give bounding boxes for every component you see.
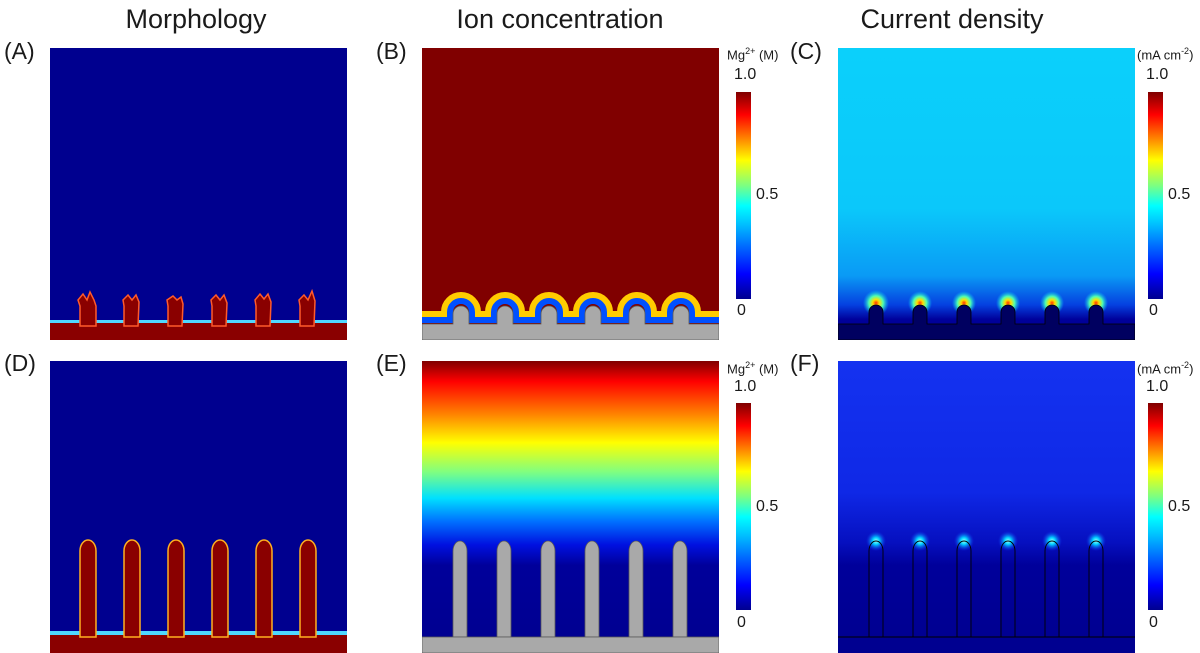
panel-b-ion-concentration-short [422, 48, 719, 340]
colorbar-c-tick-mid: 0.5 [1168, 186, 1191, 203]
panel-c-current-density-short [838, 48, 1135, 340]
panel-a-morphology-short [50, 48, 347, 340]
colorbar-e [736, 403, 751, 610]
colorbar-f-unit: (mA cm-2) [1137, 360, 1194, 377]
panel-label-f: (F) [790, 350, 820, 376]
colorbar-c [1148, 92, 1163, 299]
colorbar-b-unit: Mg2+ (M) [727, 46, 779, 63]
colorbar-f-tick-max: 1.0 [1146, 378, 1169, 395]
column-title-current-density: Current density [860, 4, 1044, 34]
panel-label-e: (E) [376, 350, 407, 376]
panel-d-morphology-long [50, 361, 347, 653]
column-title-morphology: Morphology [125, 4, 267, 34]
colorbar-e-tick-mid: 0.5 [756, 498, 779, 515]
colorbar-c-tick-min: 0 [1149, 302, 1158, 319]
colorbar-e-unit: Mg2+ (M) [727, 360, 779, 377]
column-title-ion-concentration: Ion concentration [456, 4, 664, 34]
colorbar-b [736, 92, 751, 299]
colorbar-b-tick-max: 1.0 [734, 66, 757, 83]
colorbar-b-tick-min: 0 [737, 302, 746, 319]
colorbar-e-tick-max: 1.0 [734, 378, 757, 395]
colorbar-b-tick-mid: 0.5 [756, 186, 779, 203]
panel-label-a: (A) [4, 38, 35, 64]
panel-label-c: (C) [790, 38, 822, 64]
colorbar-e-tick-min: 0 [737, 614, 746, 631]
panel-e-ion-concentration-long [422, 361, 719, 653]
colorbar-f [1148, 403, 1163, 610]
panel-label-d: (D) [4, 350, 36, 376]
colorbar-f-tick-min: 0 [1149, 614, 1158, 631]
panel-f-current-density-long [838, 361, 1135, 653]
panel-label-b: (B) [376, 38, 407, 64]
colorbar-c-unit: (mA cm-2) [1137, 46, 1194, 63]
colorbar-f-tick-mid: 0.5 [1168, 498, 1191, 515]
colorbar-c-tick-max: 1.0 [1146, 66, 1169, 83]
